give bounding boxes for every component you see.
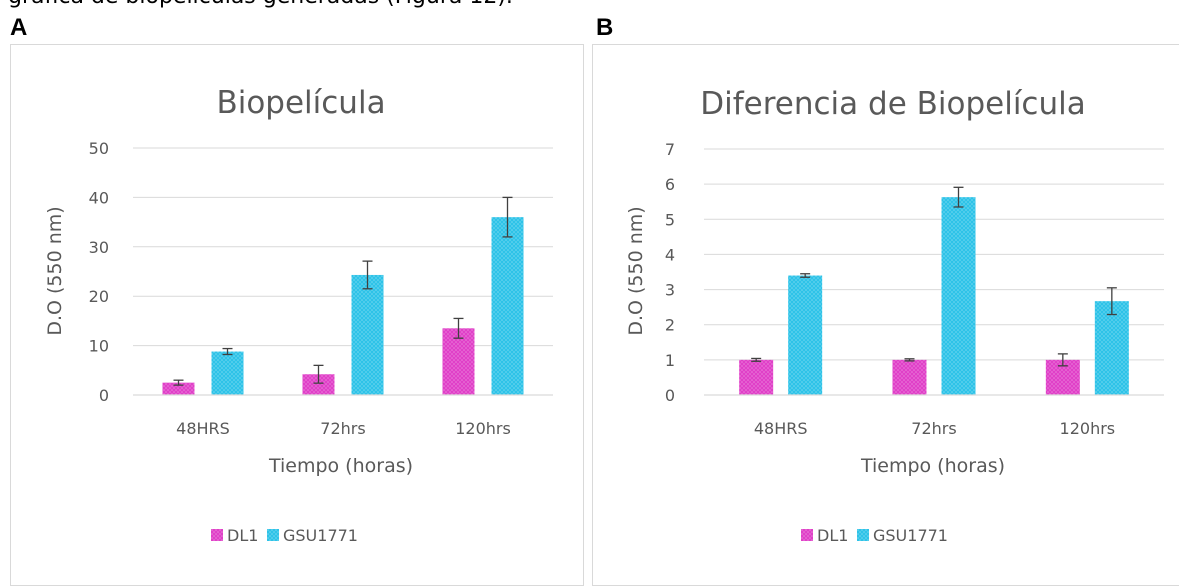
y-tick-label: 6 <box>665 175 675 194</box>
x-tick-label: 120hrs <box>1060 419 1116 438</box>
error-bar <box>1106 287 1117 316</box>
error-bar <box>1057 353 1068 367</box>
y-tick-label: 30 <box>89 238 109 257</box>
panel-letter-a: A <box>10 14 28 41</box>
figure-caption: gráfica de biopelículas generadas (Figur… <box>8 0 513 9</box>
y-tick-label: 0 <box>665 386 675 405</box>
bar-dl1-48hrs <box>162 382 195 395</box>
y-tick-label: 10 <box>89 337 109 356</box>
bar-gsu1771-48hrs <box>788 275 823 395</box>
x-tick-label: 72hrs <box>911 419 956 438</box>
error-bar <box>953 186 964 208</box>
error-bar <box>453 317 464 339</box>
bar-gsu1771-72hrs <box>941 197 976 395</box>
y-tick-label: 1 <box>665 351 675 370</box>
legend-label-dl1: DL1 <box>227 526 258 545</box>
error-bar <box>904 358 915 362</box>
error-bar <box>313 364 324 384</box>
chart-panel-a: Biopelícula 0 10 20 30 40 50 48HRS 72hrs 120hrs Ti… <box>10 44 584 586</box>
legend: DL1 GSU1771 <box>801 526 948 545</box>
legend-swatch-gsu1771 <box>267 529 279 541</box>
y-tick-label: 40 <box>89 188 109 207</box>
y-tick-label: 20 <box>89 287 109 306</box>
bar-gsu1771-48hrs <box>211 351 244 395</box>
legend-swatch-dl1 <box>211 529 223 541</box>
chart-title: Biopelícula <box>216 85 385 121</box>
bar-gsu1771-120hrs <box>1094 301 1129 395</box>
y-tick-label: 2 <box>665 316 675 335</box>
bar-gsu1771-72hrs <box>351 274 384 395</box>
error-bar <box>502 196 513 238</box>
y-tick-label: 50 <box>89 139 109 158</box>
y-tick-label: 3 <box>665 281 675 300</box>
y-tick-label: 5 <box>665 210 675 229</box>
x-axis-label: Tiempo (horas) <box>860 455 1005 477</box>
panel-letter-b: B <box>596 14 614 41</box>
chart-b: Diferencia de Biopelícula 0 1 2 3 4 5 6 7 48HRS 72… <box>625 86 1164 545</box>
y-axis-label: D.O (550 nm) <box>44 206 66 335</box>
bar-dl1-48hrs <box>739 359 774 395</box>
legend: DL1 GSU1771 <box>211 526 358 545</box>
legend-label-gsu1771: GSU1771 <box>873 526 948 545</box>
y-tick-label: 0 <box>99 386 109 405</box>
chart-panel-b: Diferencia de Biopelícula 0 1 2 3 4 5 6 7 48HRS 72… <box>592 44 1179 586</box>
error-bar <box>362 260 373 290</box>
error-bar <box>173 379 184 386</box>
chart-a: Biopelícula 0 10 20 30 40 50 48HRS 72hrs 120hrs Ti… <box>44 85 553 545</box>
bar-dl1-72hrs <box>892 359 927 395</box>
bar-dl1-120hrs <box>442 328 475 395</box>
legend-swatch-gsu1771 <box>857 529 869 541</box>
y-tick-label: 7 <box>665 140 675 159</box>
x-tick-label: 48HRS <box>176 419 230 438</box>
error-bar <box>800 273 811 278</box>
y-tick-label: 4 <box>665 245 675 264</box>
bar-dl1-72hrs <box>302 374 335 395</box>
x-axis-label: Tiempo (horas) <box>268 455 413 477</box>
legend-swatch-dl1 <box>801 529 813 541</box>
legend-label-dl1: DL1 <box>817 526 848 545</box>
y-axis-label: D.O (550 nm) <box>625 206 647 335</box>
x-tick-label: 72hrs <box>320 419 365 438</box>
chart-title: Diferencia de Biopelícula <box>700 86 1086 122</box>
legend-label-gsu1771: GSU1771 <box>283 526 358 545</box>
x-tick-label: 120hrs <box>455 419 511 438</box>
error-bar <box>751 357 762 362</box>
bar-gsu1771-120hrs <box>491 217 524 395</box>
x-tick-label: 48HRS <box>754 419 808 438</box>
error-bar <box>222 347 233 356</box>
